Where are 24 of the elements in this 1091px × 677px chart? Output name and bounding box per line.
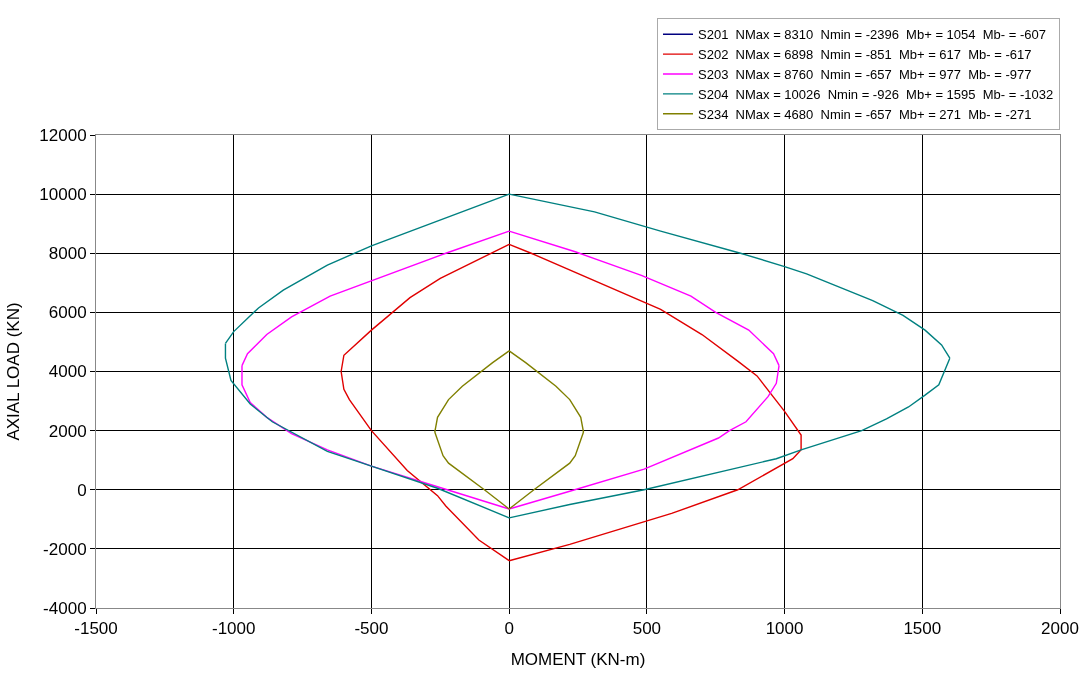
legend-label: S234 NMax = 4680 Nmin = -657 Mb+ = 271 Mb- = -271 bbox=[698, 106, 1032, 122]
y-tick-label: 6000 bbox=[48, 303, 87, 323]
x-tick-label: -500 bbox=[354, 619, 389, 639]
legend-label: S201 NMax = 8310 Nmin = -2396 Mb+ = 1054 Mb- = -607 bbox=[698, 27, 1046, 43]
x-tick-label: 500 bbox=[632, 619, 662, 639]
x-tick-label: -1000 bbox=[211, 619, 256, 639]
x-axis-title: MOMENT (KN-m) bbox=[510, 649, 646, 669]
y-tick-label: 10000 bbox=[39, 185, 87, 205]
y-tick-label: 2000 bbox=[48, 421, 87, 441]
y-tick-label: 0 bbox=[77, 480, 87, 500]
x-tick-label: 0 bbox=[504, 619, 514, 639]
legend-label: S203 NMax = 8760 Nmin = -657 Mb+ = 977 Mb- = -977 bbox=[698, 67, 1032, 83]
legend-label: S204 NMax = 10026 Nmin = -926 Mb+ = 1595 Mb- = -1032 bbox=[698, 86, 1054, 102]
y-tick-label: 12000 bbox=[39, 125, 87, 145]
x-tick-label: 1000 bbox=[765, 619, 804, 639]
y-tick-label: -4000 bbox=[43, 598, 87, 618]
x-tick-label: 1500 bbox=[903, 619, 942, 639]
y-tick-label: 8000 bbox=[48, 244, 87, 264]
legend-label: S202 NMax = 6898 Nmin = -851 Mb+ = 617 Mb- = -617 bbox=[698, 47, 1032, 63]
y-tick-label: -2000 bbox=[43, 539, 87, 559]
y-tick-label: 4000 bbox=[48, 362, 87, 382]
x-tick-label: 2000 bbox=[1041, 619, 1079, 639]
x-tick-label: -1500 bbox=[74, 619, 118, 639]
y-axis-title: AXIAL LOAD (KN) bbox=[3, 302, 23, 441]
